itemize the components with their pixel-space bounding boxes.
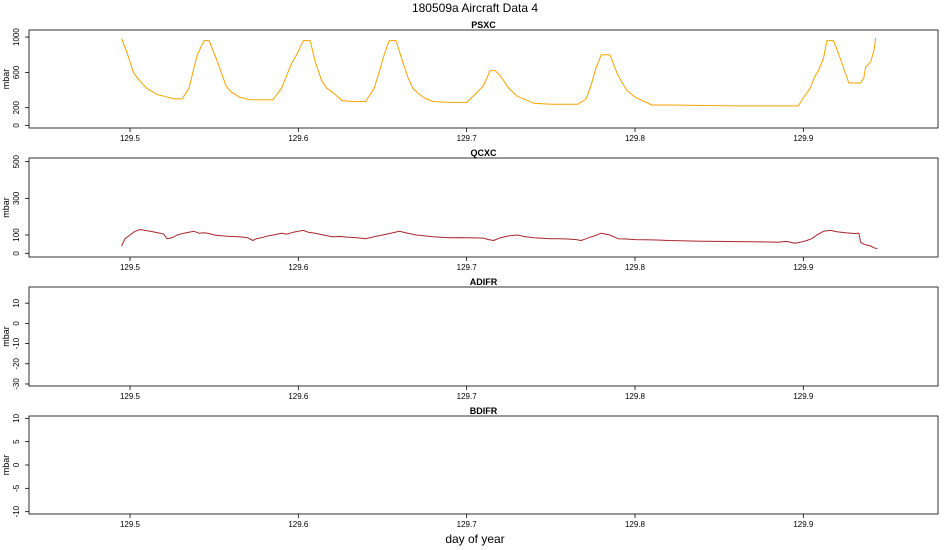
panel-psxc: PSXC 129.5 129.6 129.7 129.8 129.9 0 200 600 1000…: [1, 20, 939, 143]
plot-frame: [28, 286, 939, 387]
y-axis-label: mbar: [1, 455, 11, 476]
y-tick-label: 10: [12, 298, 21, 307]
series-line-psxc: [121, 37, 877, 107]
y-tick-label: 0: [12, 321, 21, 326]
plot-frame: [28, 29, 939, 129]
y-tick-label: -10: [12, 337, 21, 349]
panel-title: BDIFR: [470, 406, 498, 416]
x-tick-label: 129.9: [793, 520, 814, 529]
y-tick-label: 300: [12, 191, 21, 205]
y-tick-label: 5: [12, 439, 21, 444]
x-tick-label: 129.7: [457, 263, 478, 272]
y-tick-label: 0: [12, 462, 21, 467]
panel-title: QCXC: [470, 148, 497, 158]
y-tick-label: -20: [12, 357, 21, 369]
series-line-qcxc: [121, 229, 878, 250]
x-tick-label: 129.8: [625, 263, 646, 272]
y-tick-label: 100: [12, 228, 21, 242]
x-tick-label: 129.5: [120, 520, 141, 529]
y-axis-label: mbar: [1, 197, 11, 218]
x-tick-label: 129.8: [625, 392, 646, 401]
x-tick-label: 129.5: [120, 392, 141, 401]
y-tick-label: -10: [12, 505, 21, 517]
y-tick-label: 600: [12, 65, 21, 79]
y-tick-label: 0: [12, 251, 21, 256]
x-tick-label: 129.6: [288, 520, 309, 529]
x-tick-label: 129.9: [793, 392, 814, 401]
panel-title: PSXC: [471, 20, 496, 30]
x-tick-label: 129.6: [288, 134, 309, 143]
y-axis-label: mbar: [1, 326, 11, 347]
y-tick-label: 200: [12, 100, 21, 114]
x-tick-label: 129.8: [625, 520, 646, 529]
y-tick-label: 10: [12, 413, 21, 422]
x-tick-label: 129.7: [457, 392, 478, 401]
figure-title: 180509a Aircraft Data 4: [412, 1, 538, 15]
y-tick-label: -5: [12, 484, 21, 492]
x-tick-label: 129.5: [120, 263, 141, 272]
panel-title: ADIFR: [470, 277, 498, 287]
y-tick-label: 500: [12, 154, 21, 168]
plot-frame: [28, 415, 939, 515]
x-tick-label: 129.9: [793, 263, 814, 272]
x-tick-label: 129.7: [457, 134, 478, 143]
panel-adifr: ADIFR 129.5 129.6 129.7 129.8 129.9 -30 -20 -10 0…: [1, 277, 939, 401]
panel-bdifr: BDIFR 129.5 129.6 129.7 129.8 129.9 -10 -5 0 5 10 m…: [1, 406, 939, 529]
x-tick-label: 129.6: [288, 392, 309, 401]
y-axis-label: mbar: [1, 69, 11, 90]
x-tick-label: 129.5: [120, 134, 141, 143]
y-tick-label: -30: [12, 378, 21, 390]
x-tick-label: 129.9: [793, 134, 814, 143]
y-tick-label: 0: [12, 123, 21, 128]
plot-frame: [28, 157, 939, 258]
x-axis-label: day of year: [445, 532, 504, 546]
x-tick-label: 129.6: [288, 263, 309, 272]
x-tick-label: 129.7: [457, 520, 478, 529]
panel-qcxc: QCXC 129.5 129.6 129.7 129.8 129.9 0 100 300 500 m…: [1, 148, 939, 272]
y-tick-label: 1000: [12, 28, 21, 46]
x-tick-label: 129.8: [625, 134, 646, 143]
